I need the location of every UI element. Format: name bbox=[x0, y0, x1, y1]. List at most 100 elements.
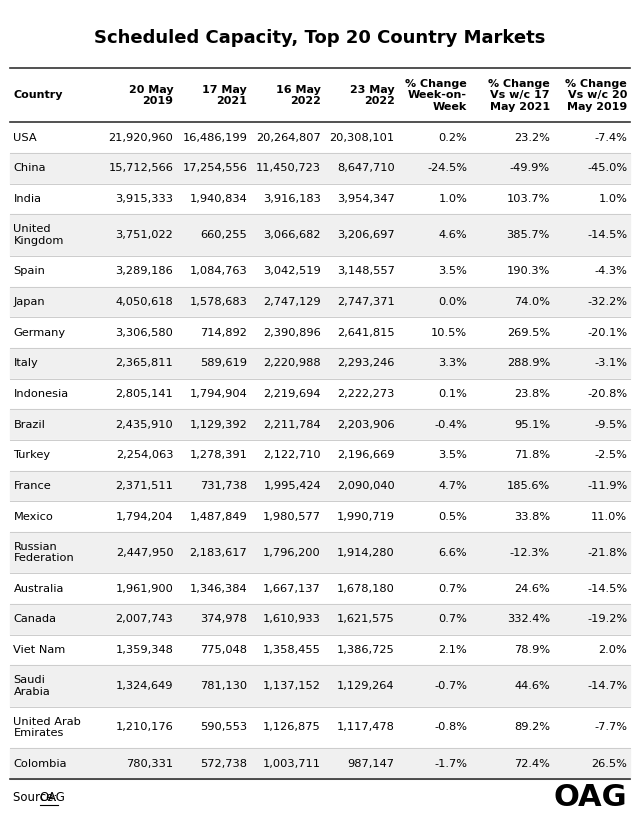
Text: 2,805,141: 2,805,141 bbox=[116, 389, 173, 399]
Text: 1,794,204: 1,794,204 bbox=[116, 511, 173, 521]
Text: 2,222,273: 2,222,273 bbox=[337, 389, 395, 399]
Bar bbox=[10, 471, 630, 501]
Bar bbox=[10, 532, 630, 573]
Text: 20,308,101: 20,308,101 bbox=[330, 132, 395, 142]
Text: 2,219,694: 2,219,694 bbox=[264, 389, 321, 399]
Text: 3,206,697: 3,206,697 bbox=[337, 230, 395, 240]
Text: Colombia: Colombia bbox=[13, 759, 67, 769]
Text: 1,210,176: 1,210,176 bbox=[116, 722, 173, 732]
Text: 6.6%: 6.6% bbox=[438, 547, 467, 557]
Text: 17 May
2021: 17 May 2021 bbox=[202, 85, 247, 106]
Text: 1,667,137: 1,667,137 bbox=[263, 584, 321, 594]
Text: 1.0%: 1.0% bbox=[438, 194, 467, 204]
Text: 89.2%: 89.2% bbox=[514, 722, 550, 732]
Bar bbox=[10, 501, 630, 532]
Text: 3,148,557: 3,148,557 bbox=[337, 267, 395, 277]
Text: 1,995,424: 1,995,424 bbox=[263, 481, 321, 491]
Text: 1,487,849: 1,487,849 bbox=[189, 511, 247, 521]
Text: 4,050,618: 4,050,618 bbox=[116, 297, 173, 307]
Bar bbox=[10, 440, 630, 471]
Text: 288.9%: 288.9% bbox=[507, 358, 550, 368]
Text: 16,486,199: 16,486,199 bbox=[182, 132, 247, 142]
Text: 21,920,960: 21,920,960 bbox=[108, 132, 173, 142]
Text: 3.5%: 3.5% bbox=[438, 451, 467, 461]
Text: -0.8%: -0.8% bbox=[434, 722, 467, 732]
Bar bbox=[10, 153, 630, 184]
Text: 23.2%: 23.2% bbox=[514, 132, 550, 142]
Text: 190.3%: 190.3% bbox=[507, 267, 550, 277]
Text: 731,738: 731,738 bbox=[200, 481, 247, 491]
Text: Australia: Australia bbox=[13, 584, 64, 594]
Bar bbox=[10, 573, 630, 604]
Text: 2,371,511: 2,371,511 bbox=[115, 481, 173, 491]
Text: 714,892: 714,892 bbox=[200, 327, 247, 337]
Text: -19.2%: -19.2% bbox=[587, 615, 627, 625]
Text: 3,915,333: 3,915,333 bbox=[115, 194, 173, 204]
Text: 1,084,763: 1,084,763 bbox=[189, 267, 247, 277]
Text: 0.5%: 0.5% bbox=[438, 511, 467, 521]
Text: 95.1%: 95.1% bbox=[514, 420, 550, 430]
Text: 2,390,896: 2,390,896 bbox=[263, 327, 321, 337]
Text: -20.1%: -20.1% bbox=[587, 327, 627, 337]
Text: 2,007,743: 2,007,743 bbox=[116, 615, 173, 625]
Text: Spain: Spain bbox=[13, 267, 45, 277]
Text: 1,386,725: 1,386,725 bbox=[337, 645, 395, 655]
Text: 74.0%: 74.0% bbox=[514, 297, 550, 307]
Text: China: China bbox=[13, 163, 46, 173]
Text: Canada: Canada bbox=[13, 615, 56, 625]
Text: 78.9%: 78.9% bbox=[514, 645, 550, 655]
Bar bbox=[10, 287, 630, 317]
Text: -49.9%: -49.9% bbox=[510, 163, 550, 173]
Text: 3.5%: 3.5% bbox=[438, 267, 467, 277]
Text: 385.7%: 385.7% bbox=[507, 230, 550, 240]
Text: Turkey: Turkey bbox=[13, 451, 51, 461]
Text: 2,122,710: 2,122,710 bbox=[263, 451, 321, 461]
Text: 20,264,807: 20,264,807 bbox=[256, 132, 321, 142]
Text: 3,954,347: 3,954,347 bbox=[337, 194, 395, 204]
Text: 0.0%: 0.0% bbox=[438, 297, 467, 307]
Text: 781,130: 781,130 bbox=[200, 681, 247, 691]
Bar bbox=[10, 748, 630, 779]
Text: -14.5%: -14.5% bbox=[587, 584, 627, 594]
Text: 2,220,988: 2,220,988 bbox=[263, 358, 321, 368]
Text: 1,796,200: 1,796,200 bbox=[263, 547, 321, 557]
Text: -7.7%: -7.7% bbox=[594, 722, 627, 732]
Text: -7.4%: -7.4% bbox=[595, 132, 627, 142]
Text: 15,712,566: 15,712,566 bbox=[108, 163, 173, 173]
Text: -45.0%: -45.0% bbox=[587, 163, 627, 173]
Text: Indonesia: Indonesia bbox=[13, 389, 68, 399]
Text: 775,048: 775,048 bbox=[200, 645, 247, 655]
Text: 8,647,710: 8,647,710 bbox=[337, 163, 395, 173]
Text: 185.6%: 185.6% bbox=[507, 481, 550, 491]
Text: 3,042,519: 3,042,519 bbox=[263, 267, 321, 277]
Text: Russian
Federation: Russian Federation bbox=[13, 541, 74, 563]
Text: 1,914,280: 1,914,280 bbox=[337, 547, 395, 557]
Text: Saudi
Arabia: Saudi Arabia bbox=[13, 676, 50, 697]
Text: 3,066,682: 3,066,682 bbox=[264, 230, 321, 240]
Text: 3,751,022: 3,751,022 bbox=[116, 230, 173, 240]
Text: 1,980,577: 1,980,577 bbox=[263, 511, 321, 521]
Bar bbox=[10, 348, 630, 378]
Text: -0.7%: -0.7% bbox=[434, 681, 467, 691]
Text: United
Kingdom: United Kingdom bbox=[13, 224, 64, 246]
Bar bbox=[10, 214, 630, 256]
Text: 3,916,183: 3,916,183 bbox=[263, 194, 321, 204]
Text: 1,117,478: 1,117,478 bbox=[337, 722, 395, 732]
Text: Viet Nam: Viet Nam bbox=[13, 645, 66, 655]
Text: 2,293,246: 2,293,246 bbox=[337, 358, 395, 368]
Text: 1,359,348: 1,359,348 bbox=[115, 645, 173, 655]
Text: 590,553: 590,553 bbox=[200, 722, 247, 732]
Text: 1,578,683: 1,578,683 bbox=[189, 297, 247, 307]
Text: 16 May
2022: 16 May 2022 bbox=[276, 85, 321, 106]
Text: 332.4%: 332.4% bbox=[507, 615, 550, 625]
Text: India: India bbox=[13, 194, 42, 204]
Text: United Arab
Emirates: United Arab Emirates bbox=[13, 716, 81, 738]
Text: -9.5%: -9.5% bbox=[594, 420, 627, 430]
Text: 0.1%: 0.1% bbox=[438, 389, 467, 399]
Text: 2,747,371: 2,747,371 bbox=[337, 297, 395, 307]
Text: 1,346,384: 1,346,384 bbox=[189, 584, 247, 594]
Text: 2,211,784: 2,211,784 bbox=[263, 420, 321, 430]
Text: 2,203,906: 2,203,906 bbox=[337, 420, 395, 430]
Bar bbox=[10, 604, 630, 635]
Text: -21.8%: -21.8% bbox=[587, 547, 627, 557]
